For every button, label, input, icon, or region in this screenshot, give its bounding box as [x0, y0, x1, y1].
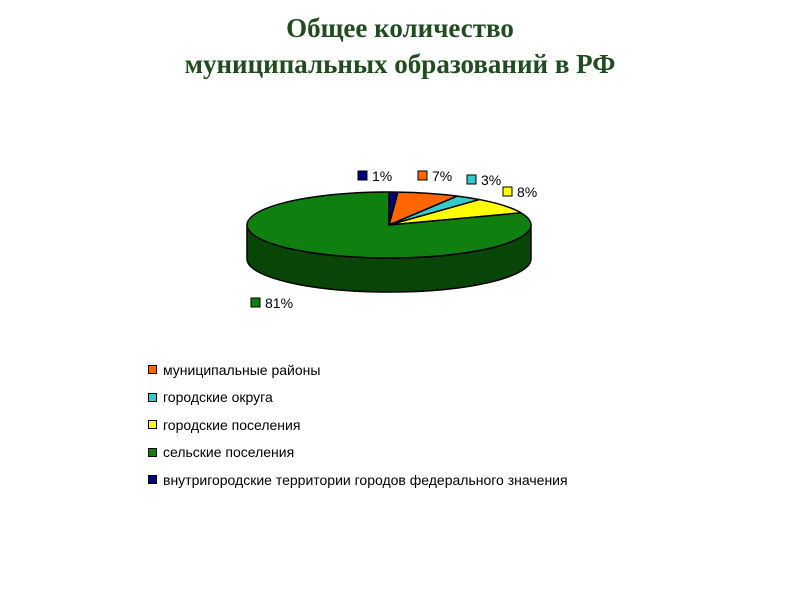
legend-swatch	[148, 365, 157, 375]
data-label: 3%	[481, 172, 501, 188]
legend-swatch	[148, 392, 157, 402]
legend: муниципальные районы городские округа го…	[148, 356, 568, 494]
data-label-marker	[417, 170, 428, 181]
data-label: 8%	[517, 184, 537, 200]
data-label: 7%	[432, 168, 452, 184]
chart-title: Общее количество муниципальных образован…	[0, 10, 800, 82]
data-label: 81%	[265, 295, 293, 311]
legend-label: городские поселения	[163, 416, 301, 433]
legend-label: муниципальные районы	[163, 361, 321, 378]
legend-label: сельские поселения	[163, 444, 295, 461]
data-label-marker	[250, 297, 261, 308]
legend-swatch	[148, 420, 157, 430]
legend-swatch	[148, 447, 157, 457]
legend-item-city-districts: городские округа	[148, 384, 568, 412]
legend-item-rural-settlements: сельские поселения	[148, 439, 568, 467]
data-label-marker	[502, 186, 513, 197]
data-label: 1%	[372, 168, 392, 184]
legend-label: внутригородские территории городов федер…	[163, 471, 568, 488]
pie-slice	[388, 191, 399, 226]
chart-title-line2: муниципальных образований в РФ	[184, 49, 616, 79]
chart-title-line1: Общее количество	[286, 13, 514, 43]
data-label-marker	[466, 174, 477, 185]
data-label-marker	[357, 170, 368, 181]
legend-item-intracity-territories: внутригородские территории городов федер…	[148, 466, 568, 494]
legend-label: городские округа	[163, 389, 273, 406]
legend-item-urban-settlements: городские поселения	[148, 411, 568, 439]
legend-swatch	[148, 475, 157, 485]
legend-item-municipal-districts: муниципальные районы	[148, 356, 568, 384]
